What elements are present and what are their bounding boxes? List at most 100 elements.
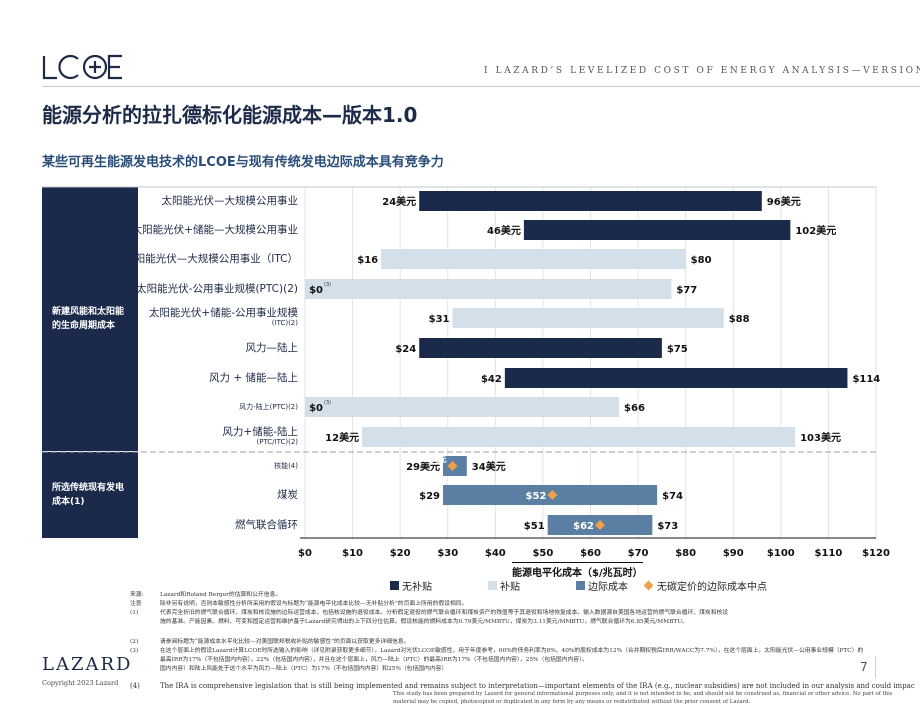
disclaimer: This study has been prepared by Lazard f…	[393, 691, 893, 705]
midpoint-label: $62	[573, 521, 594, 532]
legend-label-marginal: 边际成本	[588, 582, 628, 593]
category-label: 太阳能光伏+储能-公用事业规模	[148, 307, 298, 319]
legend-label-unsubsidized: 无补贴	[402, 582, 432, 593]
chart-legend: 无补贴 补贴 边际成本 无碳定价的边际成本中点	[390, 578, 783, 593]
bar-label-high: 34美元	[472, 460, 506, 473]
category-label: 风力-陆上(PTC)(2)	[239, 402, 298, 411]
page-number-divider	[875, 656, 876, 678]
footnote-text: 代表完全折旧的燃气联合循环、煤炭和核设施的边际运营成本，包括核设施的退役成本。分…	[160, 610, 729, 616]
page-title: 能源分析的拉扎德标化能源成本—版本1.0	[42, 103, 418, 127]
bar-label-low: 46美元	[487, 224, 521, 237]
footnote-key: (1)	[130, 610, 139, 616]
bar-label-low: 29美元	[406, 460, 440, 473]
bar-label-low: 12美元	[325, 431, 359, 444]
footnote-text: 请参阅标题为“能源成本水平化比较—对美国联邦税收补贴的敏感性”的页面以获取更多详…	[160, 639, 410, 645]
category-label: 风力—陆上	[245, 342, 299, 355]
bar-label-high: $75	[667, 344, 688, 355]
x-tick-label: $30	[437, 548, 458, 559]
x-tick-label: $0	[298, 548, 312, 559]
x-tick-label: $90	[723, 548, 744, 559]
lazard-logo: LAZARD	[42, 654, 133, 675]
bar-label-low: $24	[395, 344, 416, 355]
footnote: 最高IRR为17%（不包括国内内容），22%（包括国内内容），并且在这个层面上，…	[130, 656, 915, 665]
x-tick-label: $20	[390, 548, 411, 559]
bar-subsidized	[381, 249, 686, 269]
footnote-key: 来源:	[130, 592, 144, 598]
footnote-key	[130, 665, 160, 674]
category-label: 风力+储能-陆上	[222, 426, 298, 438]
footnote-gap	[130, 674, 915, 682]
footnote: 施的基准。产能因素、燃料、可变和固定运营和维护基于Lazard研究得出的上下四分…	[130, 618, 915, 627]
footnote: 国内内容）和陆上风能处于这个水平为风力—陆上（PTC）为17%（不包括国内内容）…	[130, 665, 915, 674]
footnote: 注意 除非另有说明，否则本敏感性分析所采用的假设与标题为“能源电平化成本比较—无补…	[130, 600, 915, 609]
bar-label-high: $66	[624, 403, 645, 414]
category-label: 风力 + 储能—陆上	[209, 372, 298, 385]
bar-label-high: $77	[676, 285, 697, 296]
footnote-key	[130, 618, 160, 627]
category-label: 太阳能光伏—大规模公用事业（ITC）	[124, 253, 298, 266]
page-number: 7	[860, 660, 868, 674]
x-tick-label: $50	[532, 548, 553, 559]
midpoint-label: 31美元	[419, 454, 446, 464]
footnote-key	[130, 656, 160, 665]
footnote: (4) The IRA is comprehensive legislation …	[130, 682, 915, 691]
footnote-text: 最高IRR为17%（不包括国内内容），22%（包括国内内容），并且在这个层面上，…	[160, 657, 588, 663]
legend-subsidized: 补贴	[488, 578, 520, 593]
bar-label-high: $73	[657, 521, 678, 532]
bar-subsidized	[452, 308, 724, 328]
footnote-text: Lazard和Roland Berger的估算和公开信息。	[160, 592, 282, 598]
bar-label-low: $51	[524, 521, 545, 532]
bar-label-low: 24美元	[382, 195, 416, 208]
bar-label-low: $31	[429, 314, 450, 325]
bar-label-low: $0	[309, 403, 323, 414]
legend-label-midpoint: 无碳定价的边际成本中点	[657, 582, 767, 593]
page-subtitle: 某些可再生能源发电技术的LCOE与现有传统发电边际成本具有竞争力	[42, 155, 444, 170]
bar-label-low: $0	[309, 285, 323, 296]
bar-unsubsidized	[504, 368, 848, 388]
group-renewable-label: 新建风能和太阳能的生命周期成本	[42, 187, 138, 451]
footnote-text: 除非另有说明，否则本敏感性分析所采用的假设与标题为“能源电平化成本比较—无补贴分…	[160, 601, 468, 607]
bar-label-high: $80	[691, 255, 712, 266]
bar-unsubsidized	[419, 338, 662, 358]
legend-midpoint: 无碳定价的边际成本中点	[643, 578, 767, 593]
legend-swatch-subsidized	[488, 581, 497, 590]
x-tick-label: $60	[580, 548, 601, 559]
bar-subsidized	[305, 279, 672, 299]
bar-subsidized	[305, 397, 620, 417]
bar-label-high: 102美元	[795, 224, 836, 237]
x-axis-title: 能源电平化成本（$/兆瓦时）	[512, 562, 643, 579]
x-tick-label: $80	[675, 548, 696, 559]
category-label: 燃气联合循环	[235, 519, 298, 532]
category-label: 太阳能光伏+储能—大规模公用事业	[131, 224, 298, 237]
x-tick-label: $70	[628, 548, 649, 559]
bar-unsubsidized	[419, 191, 762, 211]
footnote-key: 注意	[130, 601, 142, 607]
midpoint-label: $52	[526, 491, 547, 502]
x-tick-label: $10	[342, 548, 363, 559]
bar-label-high: $88	[729, 314, 750, 325]
bar-label-low: $42	[481, 374, 502, 385]
bar-label-low: $16	[357, 255, 378, 266]
category-label: 太阳能光伏—大规模公用事业	[161, 195, 299, 208]
bar-subsidized	[362, 427, 796, 447]
category-label: 煤炭	[277, 489, 298, 502]
group-conventional-text: 所选传统现有发电成本(1)	[52, 483, 125, 507]
midpoint-diamond	[547, 490, 558, 500]
category-label: 太阳能光伏-公用事业规模(PTC)(2)	[136, 283, 298, 296]
footnote-key: (3)	[130, 648, 139, 654]
footnote-text: 在这个层面上的假设Lazard计算LCOE时所选输入的影响（详见附录获取更多细节…	[160, 648, 864, 654]
midpoint-diamond	[447, 461, 458, 471]
legend-diamond-midpoint	[643, 580, 654, 591]
x-tick-label: $100	[767, 548, 795, 559]
bar-label-high: $74	[662, 491, 683, 502]
footnote-text: The IRA is comprehensive legislation tha…	[160, 682, 915, 690]
legend-marginal: 边际成本	[576, 578, 628, 593]
category-sublabel: (ITC)(2)	[271, 319, 298, 327]
x-tick-label: $120	[862, 548, 890, 559]
bar-unsubsidized	[523, 220, 791, 240]
bar-label-high: $114	[852, 374, 880, 385]
bar-note: (3)	[324, 400, 331, 406]
legend-swatch-unsubsidized	[390, 581, 399, 590]
footnote: (3) 在这个层面上的假设Lazard计算LCOE时所选输入的影响（详见附录获取更…	[130, 647, 915, 656]
footnotes: 来源: Lazard和Roland Berger的估算和公开信息。注意 除非另有说明…	[130, 591, 915, 691]
